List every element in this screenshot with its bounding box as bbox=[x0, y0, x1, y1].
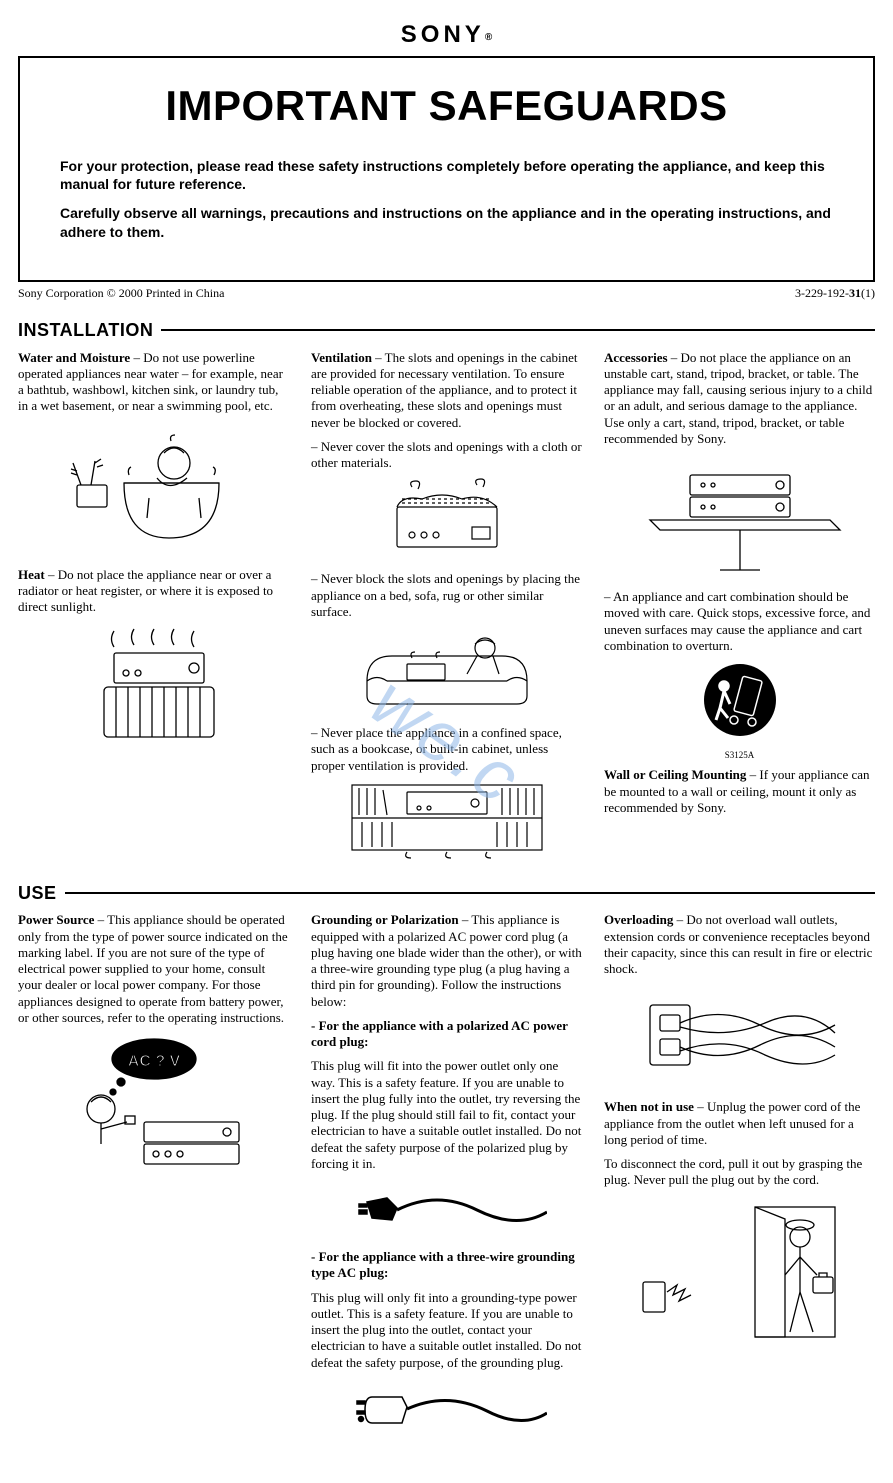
heat-illustration bbox=[18, 623, 289, 753]
section-use: USE bbox=[18, 882, 875, 905]
corp-copyright: Sony Corporation © 2000 Printed in China bbox=[18, 286, 224, 301]
polarized-plug-illustration bbox=[311, 1180, 582, 1235]
use-col-2: Grounding or Polarization – This applian… bbox=[311, 912, 582, 1453]
cloth-illustration bbox=[311, 477, 582, 557]
water-illustration bbox=[18, 423, 289, 553]
installation-columns: Water and Moisture – Do not use powerlin… bbox=[18, 350, 875, 874]
cart-illustration bbox=[604, 455, 875, 575]
install-col-3: Accessories – Do not place the appliance… bbox=[604, 350, 875, 874]
section-installation: INSTALLATION bbox=[18, 319, 875, 342]
sofa-illustration bbox=[311, 626, 582, 711]
use-columns: Power Source – This appliance should be … bbox=[18, 912, 875, 1453]
power-source-illustration: AC ? V bbox=[18, 1034, 289, 1174]
document-number: 3-229-192-31(1) bbox=[795, 286, 875, 301]
overturn-caption: S3125A bbox=[604, 750, 875, 761]
hero-panel: IMPORTANT SAFEGUARDS For your protection… bbox=[18, 56, 875, 282]
overturn-icon bbox=[604, 660, 875, 740]
use-col-3: Overloading – Do not overload wall outle… bbox=[604, 912, 875, 1453]
use-col-1: Power Source – This appliance should be … bbox=[18, 912, 289, 1453]
unplug-illustration bbox=[604, 1197, 875, 1347]
sub-footer-line: Sony Corporation © 2000 Printed in China… bbox=[18, 286, 875, 301]
overload-illustration bbox=[604, 985, 875, 1085]
bookcase-illustration bbox=[311, 780, 582, 860]
hero-paragraph-2: Carefully observe all warnings, precauti… bbox=[60, 204, 833, 242]
hero-title: IMPORTANT SAFEGUARDS bbox=[60, 80, 833, 133]
svg-text:AC ? V: AC ? V bbox=[127, 1053, 180, 1070]
install-col-2: Ventilation – The slots and openings in … bbox=[311, 350, 582, 874]
hero-paragraph-1: For your protection, please read these s… bbox=[60, 157, 833, 195]
brand-logo: SONY® bbox=[18, 20, 875, 50]
install-col-1: Water and Moisture – Do not use powerlin… bbox=[18, 350, 289, 874]
grounding-plug-illustration bbox=[311, 1379, 582, 1439]
